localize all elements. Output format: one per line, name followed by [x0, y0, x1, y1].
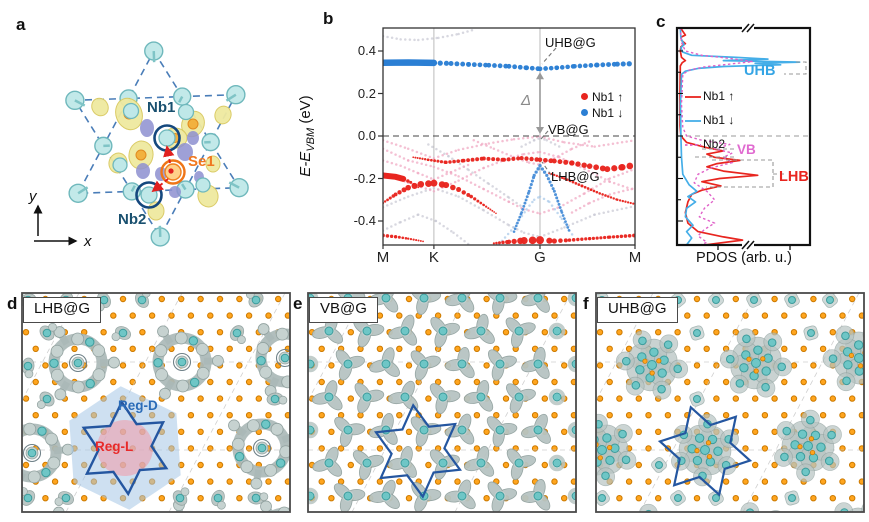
- panel-b-y-axis-label: E-EVBM (eV): [297, 95, 317, 177]
- panel-f-title: UHB@G: [597, 297, 678, 323]
- panel-label-c: c: [656, 12, 666, 31]
- panel-e-title: VB@G: [309, 297, 378, 323]
- legend-c-nb2: Nb2: [703, 137, 726, 151]
- pdos-label-lhb: LHB: [779, 169, 809, 185]
- panel-b-band-structure-plot: [378, 27, 636, 249]
- panel-c-pdos-plot: [675, 23, 812, 250]
- panel-label-f: f: [583, 294, 589, 313]
- panel-e-charge-density-vb: [307, 292, 577, 513]
- axis-label-y: y: [29, 188, 37, 205]
- legend-c-nb1-up: Nb1 ↑: [703, 89, 735, 103]
- y-tick-label: 0.0: [357, 128, 376, 143]
- annotation-uhb-at-g: UHB@G: [545, 35, 596, 50]
- panel-label-d: d: [7, 294, 18, 313]
- legend-b-nb1-down: Nb1 ↓: [581, 107, 623, 119]
- y-tick-label: -0.2: [353, 170, 376, 186]
- legend-b-nb1-up: Nb1 ↑: [581, 91, 623, 103]
- x-tick-label: M: [376, 249, 390, 266]
- region-label-reg-d: Reg-D: [118, 398, 158, 413]
- y-tick-label: -0.4: [353, 213, 376, 228]
- pdos-x-axis-label: PDOS (arb. u.): [696, 250, 792, 266]
- atom-label-nb2: Nb2: [118, 211, 147, 228]
- axis-label-x: x: [84, 233, 92, 250]
- panel-label-e: e: [293, 294, 303, 313]
- legend-dot-red: [581, 93, 588, 100]
- legend-dot-blue: [581, 109, 588, 116]
- pdos-label-vb: VB: [737, 142, 756, 157]
- atom-label-se1: Se1: [188, 153, 215, 170]
- atom-label-nb1: Nb1: [147, 99, 176, 116]
- panel-d-title: LHB@G: [23, 297, 102, 323]
- x-tick-label: G: [534, 249, 546, 266]
- annotation-vb-at-g: VB@G: [548, 122, 589, 137]
- y-tick-label: 0.4: [357, 43, 376, 58]
- annotation-lhb-at-g: LHB@G: [551, 169, 600, 184]
- x-tick-label: K: [428, 249, 439, 266]
- x-tick-label: M: [628, 249, 642, 266]
- panel-a-structure-graphic: [33, 41, 249, 247]
- gap-delta-label: Δ: [521, 92, 532, 109]
- y-tick-label: 0.2: [357, 85, 376, 101]
- region-label-reg-l: Reg-L: [95, 439, 134, 454]
- panel-label-a: a: [16, 15, 26, 34]
- panel-label-b: b: [323, 9, 334, 28]
- pdos-label-uhb: UHB: [744, 63, 776, 79]
- panel-f-charge-density-uhb: [595, 292, 865, 513]
- legend-c-nb1-down: Nb1 ↓: [703, 113, 735, 127]
